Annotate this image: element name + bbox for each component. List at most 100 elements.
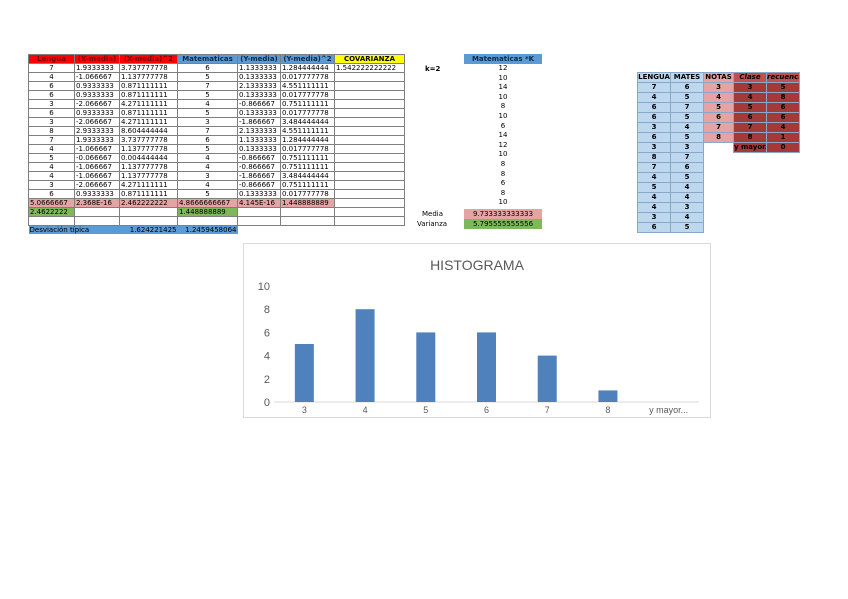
- table-cell: 4.271111111: [119, 99, 178, 109]
- table-cell: 4: [28, 72, 75, 82]
- table-cell: 6: [177, 135, 238, 145]
- table-cell: 5: [177, 144, 238, 154]
- k-row: 8: [464, 102, 542, 112]
- table-cell: 0.1333333: [237, 108, 281, 118]
- k-value: 10: [498, 92, 508, 101]
- freq-cell: 6: [637, 132, 671, 143]
- table-cell: 0.004444444: [119, 153, 178, 163]
- table-cell: 7: [177, 81, 238, 91]
- k-row: 10: [464, 74, 542, 84]
- table-cell: 4: [177, 99, 238, 109]
- table-row: 6 0.9333333 0.871111111 5 0.1333333 0.0177777…: [28, 90, 405, 100]
- table-row: 7 1.9333333 3.737777778 6 1.1333333 1.2844444…: [28, 135, 405, 145]
- freq-header: Clase: [733, 72, 767, 83]
- table-cell: -0.866667: [237, 153, 281, 163]
- freq-cell: [704, 163, 734, 173]
- table-cell: 4: [177, 162, 238, 172]
- table-cell: -1.066667: [74, 72, 120, 82]
- k-value: 12: [498, 64, 508, 72]
- freq-cell: 5: [733, 102, 767, 113]
- freq-cell: 4: [766, 122, 800, 133]
- table-cell: -0.866667: [237, 162, 281, 172]
- column-header: (Y-media): [237, 54, 281, 64]
- covarianza-value: 1.542222222222: [334, 63, 405, 73]
- histogram-bar: [294, 344, 314, 402]
- x-tick-label: 8: [605, 405, 610, 415]
- freq-header: NOTAS: [703, 72, 734, 83]
- y-tick-label: 10: [258, 281, 270, 293]
- table-cell: 0.017777778: [280, 90, 335, 100]
- table-cell: 4: [28, 162, 75, 172]
- freq-cell: 3: [670, 142, 704, 153]
- freq-cell: [704, 203, 734, 213]
- table-row: 6 0.9333333 0.871111111 5 0.1333333 0.0177777…: [28, 108, 405, 118]
- freq-cell: 4: [637, 192, 671, 203]
- freq-cell: 3: [637, 122, 671, 133]
- freq-cell: 1: [766, 132, 800, 143]
- freq-cell: 3: [670, 202, 704, 213]
- freq-cell: 6: [766, 102, 800, 113]
- table-row: 4 -1.066667 1.137777778 5 0.1333333 0.0177777…: [28, 144, 405, 154]
- freq-cell: [704, 173, 734, 183]
- k-row: 14: [464, 131, 542, 141]
- std-dev-label: Desviación típica: [28, 225, 120, 234]
- table-cell: 3.737777778: [119, 135, 178, 145]
- table-cell: 0.017777778: [280, 108, 335, 118]
- freq-cell: 7: [703, 122, 734, 133]
- freq-cell: [704, 153, 734, 163]
- freq-cell: 4: [637, 92, 671, 103]
- k-column-header: Matematicas *K: [464, 54, 542, 64]
- k-row: 12: [464, 141, 542, 151]
- media-label: Media: [422, 210, 444, 218]
- k-row: 8: [464, 189, 542, 199]
- k-column: Matematicas *K 12 10 14 10 8 10 6 14 12 10 8 8 6 8 10: [464, 54, 542, 208]
- table-cell: 3: [28, 117, 75, 127]
- table-cell: [334, 207, 405, 217]
- histogram-bar: [598, 390, 618, 402]
- k-row: 8: [464, 160, 542, 170]
- histogram-bar: [477, 332, 496, 402]
- table-cell: 0.9333333: [74, 108, 120, 118]
- table-cell: 0.1333333: [237, 90, 281, 100]
- k-row: 10: [464, 112, 542, 122]
- table-cell: [334, 144, 405, 154]
- table-cell: -1.066667: [74, 144, 120, 154]
- column-header: (X-media)^2: [119, 54, 178, 64]
- freq-cell: 7: [733, 122, 767, 133]
- table-row: 3 -2.066667 4.271111111 4 -0.866667 0.7511111…: [28, 99, 405, 109]
- varianza-label: Varianza: [417, 220, 448, 228]
- freq-cell: 0: [766, 142, 800, 153]
- k-value: 8: [500, 188, 506, 197]
- x-tick-label: 5: [423, 405, 428, 415]
- x-tick-label: 6: [484, 405, 489, 415]
- blank-row: [28, 216, 405, 226]
- table-cell: [334, 117, 405, 127]
- table-cell: 0.9333333: [74, 81, 120, 91]
- table-row: 6 0.9333333 0.871111111 5 0.1333333 0.0177777…: [28, 189, 405, 199]
- freq-cell: [734, 223, 767, 233]
- freq-cell: 5: [670, 92, 704, 103]
- media-value-cell: 9.733333333333: [464, 209, 542, 219]
- table-cell: 1.9333333: [74, 135, 120, 145]
- freq-cell: [734, 203, 767, 213]
- histogram-chart: HISTOGRAMA 0 2 4 6 8 10 3 4 5 6 7 8 y mayor...: [243, 243, 711, 418]
- freq-cell: 4: [670, 212, 704, 223]
- table-cell: 0.871111111: [119, 90, 178, 100]
- table-cell: -1.866667: [237, 171, 281, 181]
- table-cell: 3: [28, 99, 75, 109]
- std-dev-row: Desviación típica 1.624221425 1.2459458064: [28, 225, 405, 234]
- freq-cell: [704, 213, 734, 223]
- freq-cell: 7: [670, 102, 704, 113]
- table-cell: 4.271111111: [119, 180, 178, 190]
- table-cell: -0.866667: [237, 99, 281, 109]
- k-value: 10: [498, 111, 508, 120]
